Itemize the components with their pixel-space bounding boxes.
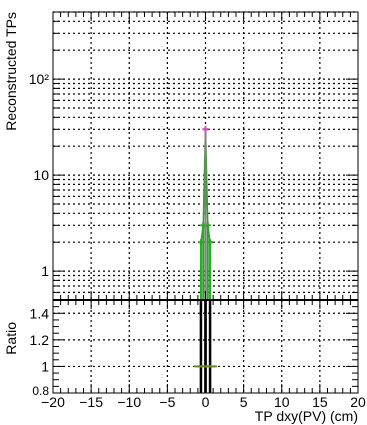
main-y-tick-label: 1: [41, 263, 49, 279]
ratio-y-tick-label: 1.2: [30, 332, 50, 348]
main-y-ticks: 1 10 10²: [29, 11, 358, 301]
ratio-y-tick-label: 1: [41, 358, 49, 374]
x-tick-label: −15: [79, 394, 103, 410]
ratio-panel-marks: [194, 300, 217, 393]
x-tick-label: 5: [240, 394, 248, 410]
ratio-y-axis-title: Ratio: [3, 322, 19, 355]
main-panel-grid: [53, 11, 358, 301]
ratio-y-ticks: 0.8 1 1.2 1.4: [30, 299, 358, 398]
main-y-tick-label: 10: [33, 167, 49, 183]
ratio-y-tick-label: 0.8: [32, 384, 49, 398]
x-tick-label: −10: [117, 394, 141, 410]
ratio-y-tick-label: 1.4: [30, 305, 50, 321]
x-tick-label: −5: [159, 394, 175, 410]
main-y-axis-title: Reconstructed TPs: [3, 12, 19, 131]
x-axis-title: TP dxy(PV) (cm): [255, 408, 358, 424]
x-tick-label: 0: [202, 394, 210, 410]
x-tick-label: 10: [274, 394, 290, 410]
x-tick-label: −20: [41, 394, 65, 410]
x-tick-label: 20: [350, 394, 366, 410]
main-panel-marks: [197, 126, 214, 300]
main-y-tick-label: 10²: [29, 71, 50, 87]
x-tick-label: 15: [312, 394, 328, 410]
x-ticks: −20 −15 −10 −5 0 5 10 15 20: [41, 12, 366, 410]
